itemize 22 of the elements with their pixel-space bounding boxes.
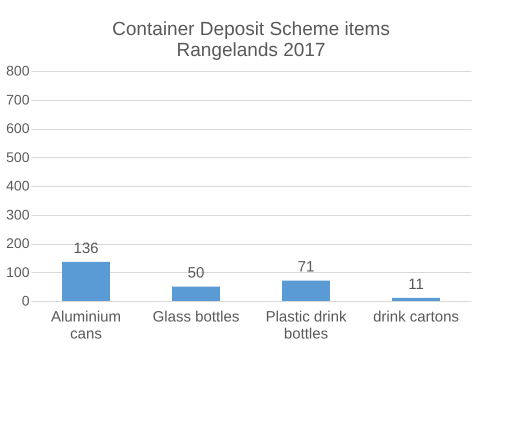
- y-tick-label: 600: [6, 120, 30, 136]
- y-tick-label: 400: [6, 178, 30, 194]
- y-tick-label: 300: [6, 206, 30, 222]
- y-tick-label: 100: [6, 264, 30, 280]
- x-tick-label: Plastic drink bottles: [266, 308, 347, 342]
- data-label: 136: [73, 240, 99, 257]
- x-tick-label: Aluminium cans: [50, 308, 122, 342]
- y-tick-label: 800: [6, 62, 30, 78]
- y-tick-label: 200: [6, 235, 30, 251]
- data-label: 71: [298, 258, 314, 276]
- y-tick-label: 0: [22, 292, 30, 308]
- chart-title: Container Deposit Scheme items Rangelands 2017: [112, 19, 390, 61]
- bar: [172, 286, 220, 301]
- bar: [282, 280, 330, 301]
- x-tick-label: drink cartons: [373, 308, 459, 326]
- data-label: 50: [188, 264, 204, 282]
- y-tick-label: 500: [6, 148, 30, 165]
- bar: [392, 298, 440, 301]
- data-label: 11: [408, 276, 424, 293]
- bar: [62, 262, 110, 301]
- x-tick-label: Glass bottles: [152, 308, 240, 326]
- y-tick-label: 700: [6, 91, 30, 108]
